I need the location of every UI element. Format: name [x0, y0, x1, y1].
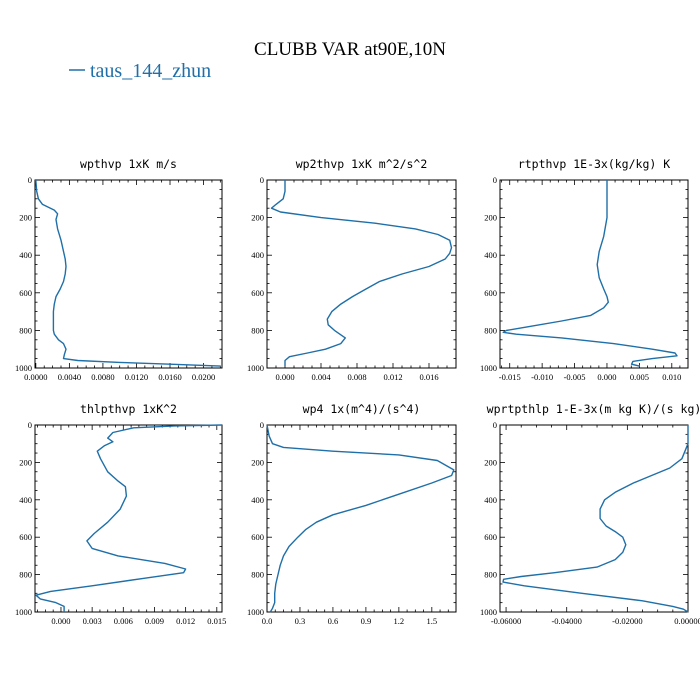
x-tick-label: 0.003 [83, 616, 102, 626]
x-tick-label: 0.0200 [192, 372, 215, 382]
y-tick-label: 600 [251, 288, 264, 298]
y-tick-label: 600 [19, 532, 32, 542]
plot-frame [266, 179, 457, 369]
panel-title: rtpthvp 1E-3x(kg/kg) K [518, 157, 670, 171]
x-tick-label: 0.012 [176, 616, 195, 626]
series-line [502, 180, 678, 367]
legend-label: taus_144_zhun [90, 60, 211, 82]
y-tick-label: 400 [251, 495, 264, 505]
y-tick-label: 200 [484, 213, 497, 223]
y-tick-label: 400 [484, 250, 497, 260]
series-line [502, 425, 689, 613]
x-tick-label: 0.0120 [125, 372, 148, 382]
x-tick-label: -0.02000 [612, 616, 642, 626]
panel-title: thlpthvp 1xK^2 [80, 402, 177, 416]
x-tick-label: 0.000 [597, 372, 616, 382]
x-tick-label: -0.04000 [551, 616, 581, 626]
panel-title: wprtpthlp 1-E-3x(m kg K)/(s kg) [487, 402, 700, 416]
x-tick-label: 0.016 [419, 372, 438, 382]
y-tick-label: 0 [28, 175, 32, 185]
x-tick-label: 0.3 [295, 616, 306, 626]
y-tick-label: 1000 [247, 607, 264, 617]
panel-3: rtpthvp 1E-3x(kg/kg) K02004006008001000-… [480, 157, 689, 382]
series-line [266, 424, 455, 613]
y-tick-label: 800 [251, 325, 264, 335]
series-line [35, 424, 223, 612]
panel-title: wp2thvp 1xK m^2/s^2 [296, 157, 428, 171]
y-tick-label: 200 [19, 213, 32, 223]
x-tick-label: 0.008 [347, 372, 366, 382]
y-tick-label: 200 [251, 457, 264, 467]
y-tick-label: 1000 [15, 363, 32, 373]
x-tick-label: 0.010 [662, 372, 681, 382]
x-tick-label: 0.015 [207, 616, 226, 626]
plot-frame [499, 179, 689, 369]
y-tick-label: 1000 [247, 363, 264, 373]
y-tick-label: 0 [28, 420, 32, 430]
x-tick-label: 0.006 [114, 616, 133, 626]
plot-frame [499, 424, 689, 613]
x-tick-label: 1.5 [427, 616, 438, 626]
x-tick-label: -0.06000 [491, 616, 521, 626]
x-tick-label: 0.004 [311, 372, 331, 382]
y-tick-label: 400 [251, 250, 264, 260]
y-tick-label: 200 [484, 457, 497, 467]
panel-title: wpthvp 1xK m/s [80, 157, 177, 171]
y-tick-label: 1000 [480, 363, 497, 373]
x-tick-label: -0.010 [531, 372, 553, 382]
y-tick-label: 200 [19, 457, 32, 467]
x-tick-label: 0.012 [383, 372, 402, 382]
y-tick-label: 800 [484, 325, 497, 335]
y-tick-label: 800 [484, 570, 497, 580]
x-tick-label: 0.000 [51, 616, 70, 626]
series-line [35, 179, 221, 367]
y-tick-label: 800 [251, 570, 264, 580]
x-tick-label: -0.005 [564, 372, 586, 382]
y-tick-label: 800 [19, 325, 32, 335]
series-line [270, 180, 453, 367]
y-tick-label: 800 [19, 570, 32, 580]
y-tick-label: 400 [484, 495, 497, 505]
x-tick-label: 0.000 [275, 372, 294, 382]
x-tick-label: 0.9 [361, 616, 372, 626]
x-tick-label: 0.0000 [24, 372, 47, 382]
x-tick-label: 0.009 [145, 616, 164, 626]
panel-4: thlpthvp 1xK^2 0 200 400 600 800 1000 0.000 0.00… [15, 402, 226, 626]
y-tick-label: 400 [19, 495, 32, 505]
y-tick-label: 600 [484, 532, 497, 542]
plot-frame [34, 424, 223, 613]
y-tick-label: 0 [260, 420, 264, 430]
panel-6: wprtpthlp 1-E-3x(m kg K)/(s kg) 0 200 400 60… [480, 402, 700, 626]
panel-2: wp2thvp 1xK m^2/s^2 0 200 400 600 800 1000 0.00… [247, 157, 457, 382]
x-tick-label: 1.2 [394, 616, 405, 626]
x-tick-label: 0.005 [630, 372, 649, 382]
y-tick-label: 0 [493, 420, 497, 430]
y-tick-label: 200 [251, 213, 264, 223]
y-tick-label: 600 [251, 532, 264, 542]
panel-title: wp4 1x(m^4)/(s^4) [303, 402, 421, 416]
x-tick-label: 0.00000 [674, 616, 700, 626]
x-tick-label: 0.0040 [58, 372, 81, 382]
x-tick-label: 0.6 [328, 616, 339, 626]
y-tick-label: 600 [19, 288, 32, 298]
y-tick-label: 400 [19, 250, 32, 260]
figure-title: CLUBB VAR at90E,10N [254, 39, 446, 60]
y-tick-label: 1000 [480, 607, 497, 617]
x-tick-label: 0.0160 [158, 372, 181, 382]
y-tick-label: 0 [493, 175, 497, 185]
x-tick-label: -0.015 [499, 372, 521, 382]
x-tick-label: 0.0080 [91, 372, 114, 382]
y-tick-label: 600 [484, 288, 497, 298]
plot-frame [34, 179, 223, 369]
y-tick-label: 0 [260, 175, 264, 185]
y-tick-label: 1000 [15, 607, 32, 617]
x-tick-label: 0.0 [262, 616, 273, 626]
